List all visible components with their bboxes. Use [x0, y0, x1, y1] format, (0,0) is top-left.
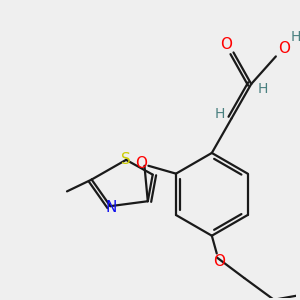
Text: N: N: [106, 200, 117, 214]
Text: H: H: [214, 106, 225, 121]
Text: H: H: [290, 30, 300, 44]
Text: O: O: [278, 41, 290, 56]
Text: O: O: [220, 37, 232, 52]
Text: H: H: [258, 82, 268, 96]
Text: O: O: [136, 156, 148, 171]
Text: O: O: [213, 254, 225, 269]
Text: S: S: [121, 152, 131, 167]
